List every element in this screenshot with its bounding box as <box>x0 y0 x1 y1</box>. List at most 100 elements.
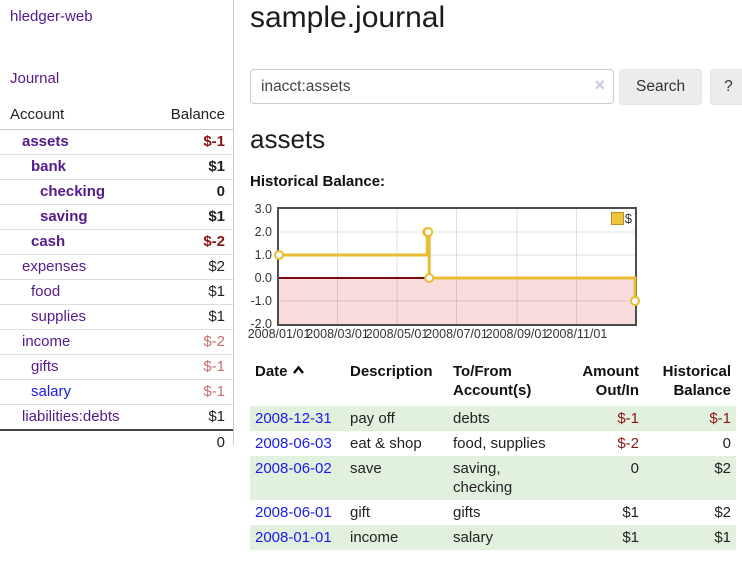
account-link[interactable]: gifts <box>31 358 59 375</box>
account-link[interactable]: expenses <box>22 258 87 275</box>
register-row: 2008-06-02 save saving, checking 0 $2 <box>250 456 736 500</box>
x-axis-tick-label: 2008/01/01 <box>247 327 311 341</box>
transaction-accounts: salary <box>448 525 560 550</box>
transaction-description: pay off <box>345 406 448 431</box>
search-input[interactable] <box>250 69 614 104</box>
x-axis-tick-label: 2008/05/01 <box>365 327 429 341</box>
data-point-marker[interactable] <box>274 250 284 260</box>
account-link[interactable]: bank <box>31 158 67 175</box>
description-column-header: Description <box>350 363 433 380</box>
search-form: × Search ? <box>250 69 742 105</box>
data-point-marker[interactable] <box>424 273 435 283</box>
transaction-date-link[interactable]: 2008-01-01 <box>255 529 332 546</box>
account-balance: $1 <box>148 154 233 180</box>
y-axis-tick-label: 2.0 <box>254 225 272 239</box>
date-column-header[interactable]: Date <box>250 360 345 406</box>
transaction-date-link[interactable]: 2008-12-31 <box>255 410 332 427</box>
accounts-header-row: Account Balance <box>0 102 233 130</box>
account-row: supplies $1 <box>0 304 233 330</box>
chart-plot-area: $ <box>274 207 640 326</box>
account-link[interactable]: salary <box>31 383 72 400</box>
transaction-date-link[interactable]: 2008-06-03 <box>255 435 332 452</box>
account-row: liabilities:debts $1 <box>0 404 233 431</box>
transaction-balance: $1 <box>644 525 736 550</box>
clear-search-icon[interactable]: × <box>594 75 605 95</box>
transaction-balance: $2 <box>714 504 731 521</box>
account-row: bank $1 <box>0 154 233 180</box>
account-row: gifts $-1 <box>0 354 233 380</box>
data-point-marker[interactable] <box>423 227 434 237</box>
sidebar-item-journal[interactable]: Journal <box>10 70 60 87</box>
data-point-marker[interactable] <box>630 296 640 306</box>
account-row: food $1 <box>0 279 233 305</box>
account-link[interactable]: checking <box>40 183 106 200</box>
accounts-total-row: 0 <box>0 429 233 455</box>
account-balance: $2 <box>148 254 233 280</box>
account-link[interactable]: income <box>22 333 71 350</box>
y-axis-tick-label: 3.0 <box>254 202 272 216</box>
account-balance: $1 <box>148 204 233 230</box>
historical-balance-chart: 3.0 2.0 1.0 0.0 -1.0 -2.0 $ 2008/01/01 2008/03… <box>244 200 724 345</box>
account-link[interactable]: liabilities:debts <box>22 408 120 425</box>
transaction-accounts: gifts <box>453 504 481 521</box>
brand-link[interactable]: hledger-web <box>10 8 93 25</box>
account-balance: 0 <box>148 179 233 205</box>
search-button[interactable]: Search <box>619 69 703 105</box>
account-link[interactable]: assets <box>22 133 69 150</box>
transaction-balance: 0 <box>722 435 731 452</box>
account-balance: $1 <box>148 304 233 330</box>
transaction-description: income <box>345 525 448 550</box>
transaction-accounts: saving, checking <box>448 456 560 500</box>
transaction-balance: $-1 <box>644 406 736 431</box>
account-link[interactable]: food <box>31 283 61 300</box>
help-button[interactable]: ? <box>710 69 742 105</box>
transaction-description: eat & shop <box>350 435 422 452</box>
chart-legend: $ <box>610 211 632 226</box>
x-axis-tick-label: 2008/03/01 <box>306 327 369 341</box>
transaction-amount: 0 <box>560 456 644 500</box>
accounts-column-header: To/From Account(s) <box>453 363 532 399</box>
account-balance: $-2 <box>148 329 233 355</box>
account-link[interactable]: saving <box>40 208 88 225</box>
transaction-description: save <box>345 456 448 500</box>
x-axis-tick-label: 2008/09/01 <box>485 327 549 341</box>
transaction-date-link[interactable]: 2008-06-01 <box>255 504 332 521</box>
account-link[interactable]: cash <box>31 233 66 250</box>
sidebar-divider <box>233 0 234 445</box>
x-axis-tick-label: 2008/11/01 <box>545 327 608 341</box>
transaction-accounts: debts <box>448 406 560 431</box>
account-balance: $1 <box>148 404 233 431</box>
register-row: 2008-06-03 eat & shop food, supplies $-2 0 <box>250 431 736 456</box>
chart-title: Historical Balance: <box>250 173 386 190</box>
accounts-table: Account Balance assets $-1 bank $1 checking 0… <box>0 102 233 455</box>
y-axis-tick-label: 1.0 <box>254 248 272 262</box>
account-row: cash $-2 <box>0 229 233 255</box>
register-row: 2008-12-31 pay off debts $-1 $-1 <box>250 406 736 431</box>
accounts-total-spacer <box>0 429 149 455</box>
accounts-total-value: 0 <box>148 429 233 455</box>
y-axis-tick-label: -1.0 <box>250 294 272 308</box>
account-link[interactable]: supplies <box>31 308 87 325</box>
legend-swatch-icon <box>610 212 624 225</box>
register-table: Date Description To/From Account(s) Amou… <box>250 360 736 550</box>
transaction-amount: $-1 <box>560 406 644 431</box>
y-axis-tick-label: 0.0 <box>254 271 272 285</box>
account-row: checking 0 <box>0 179 233 205</box>
account-heading: assets <box>250 124 326 154</box>
y-axis-tick-label: -2.0 <box>250 317 272 331</box>
account-balance: $-1 <box>148 354 233 380</box>
balance-column-header: Balance <box>148 102 233 130</box>
transaction-accounts: food, supplies <box>453 435 546 452</box>
account-balance: $-1 <box>148 129 233 155</box>
amount-column-header: Amount Out/In <box>582 363 639 399</box>
account-row: assets $-1 <box>0 129 233 155</box>
account-row: saving $1 <box>0 204 233 230</box>
x-axis-tick-label: 2008/07/01 <box>425 327 488 341</box>
transaction-description: gift <box>350 504 371 521</box>
transaction-amount: $-2 <box>617 435 639 452</box>
sort-asc-icon <box>292 365 304 374</box>
transaction-date-link[interactable]: 2008-06-02 <box>255 460 332 477</box>
account-row: income $-2 <box>0 329 233 355</box>
account-balance: $-1 <box>148 379 233 405</box>
historical-balance-column-header: Historical Balance <box>662 363 731 399</box>
